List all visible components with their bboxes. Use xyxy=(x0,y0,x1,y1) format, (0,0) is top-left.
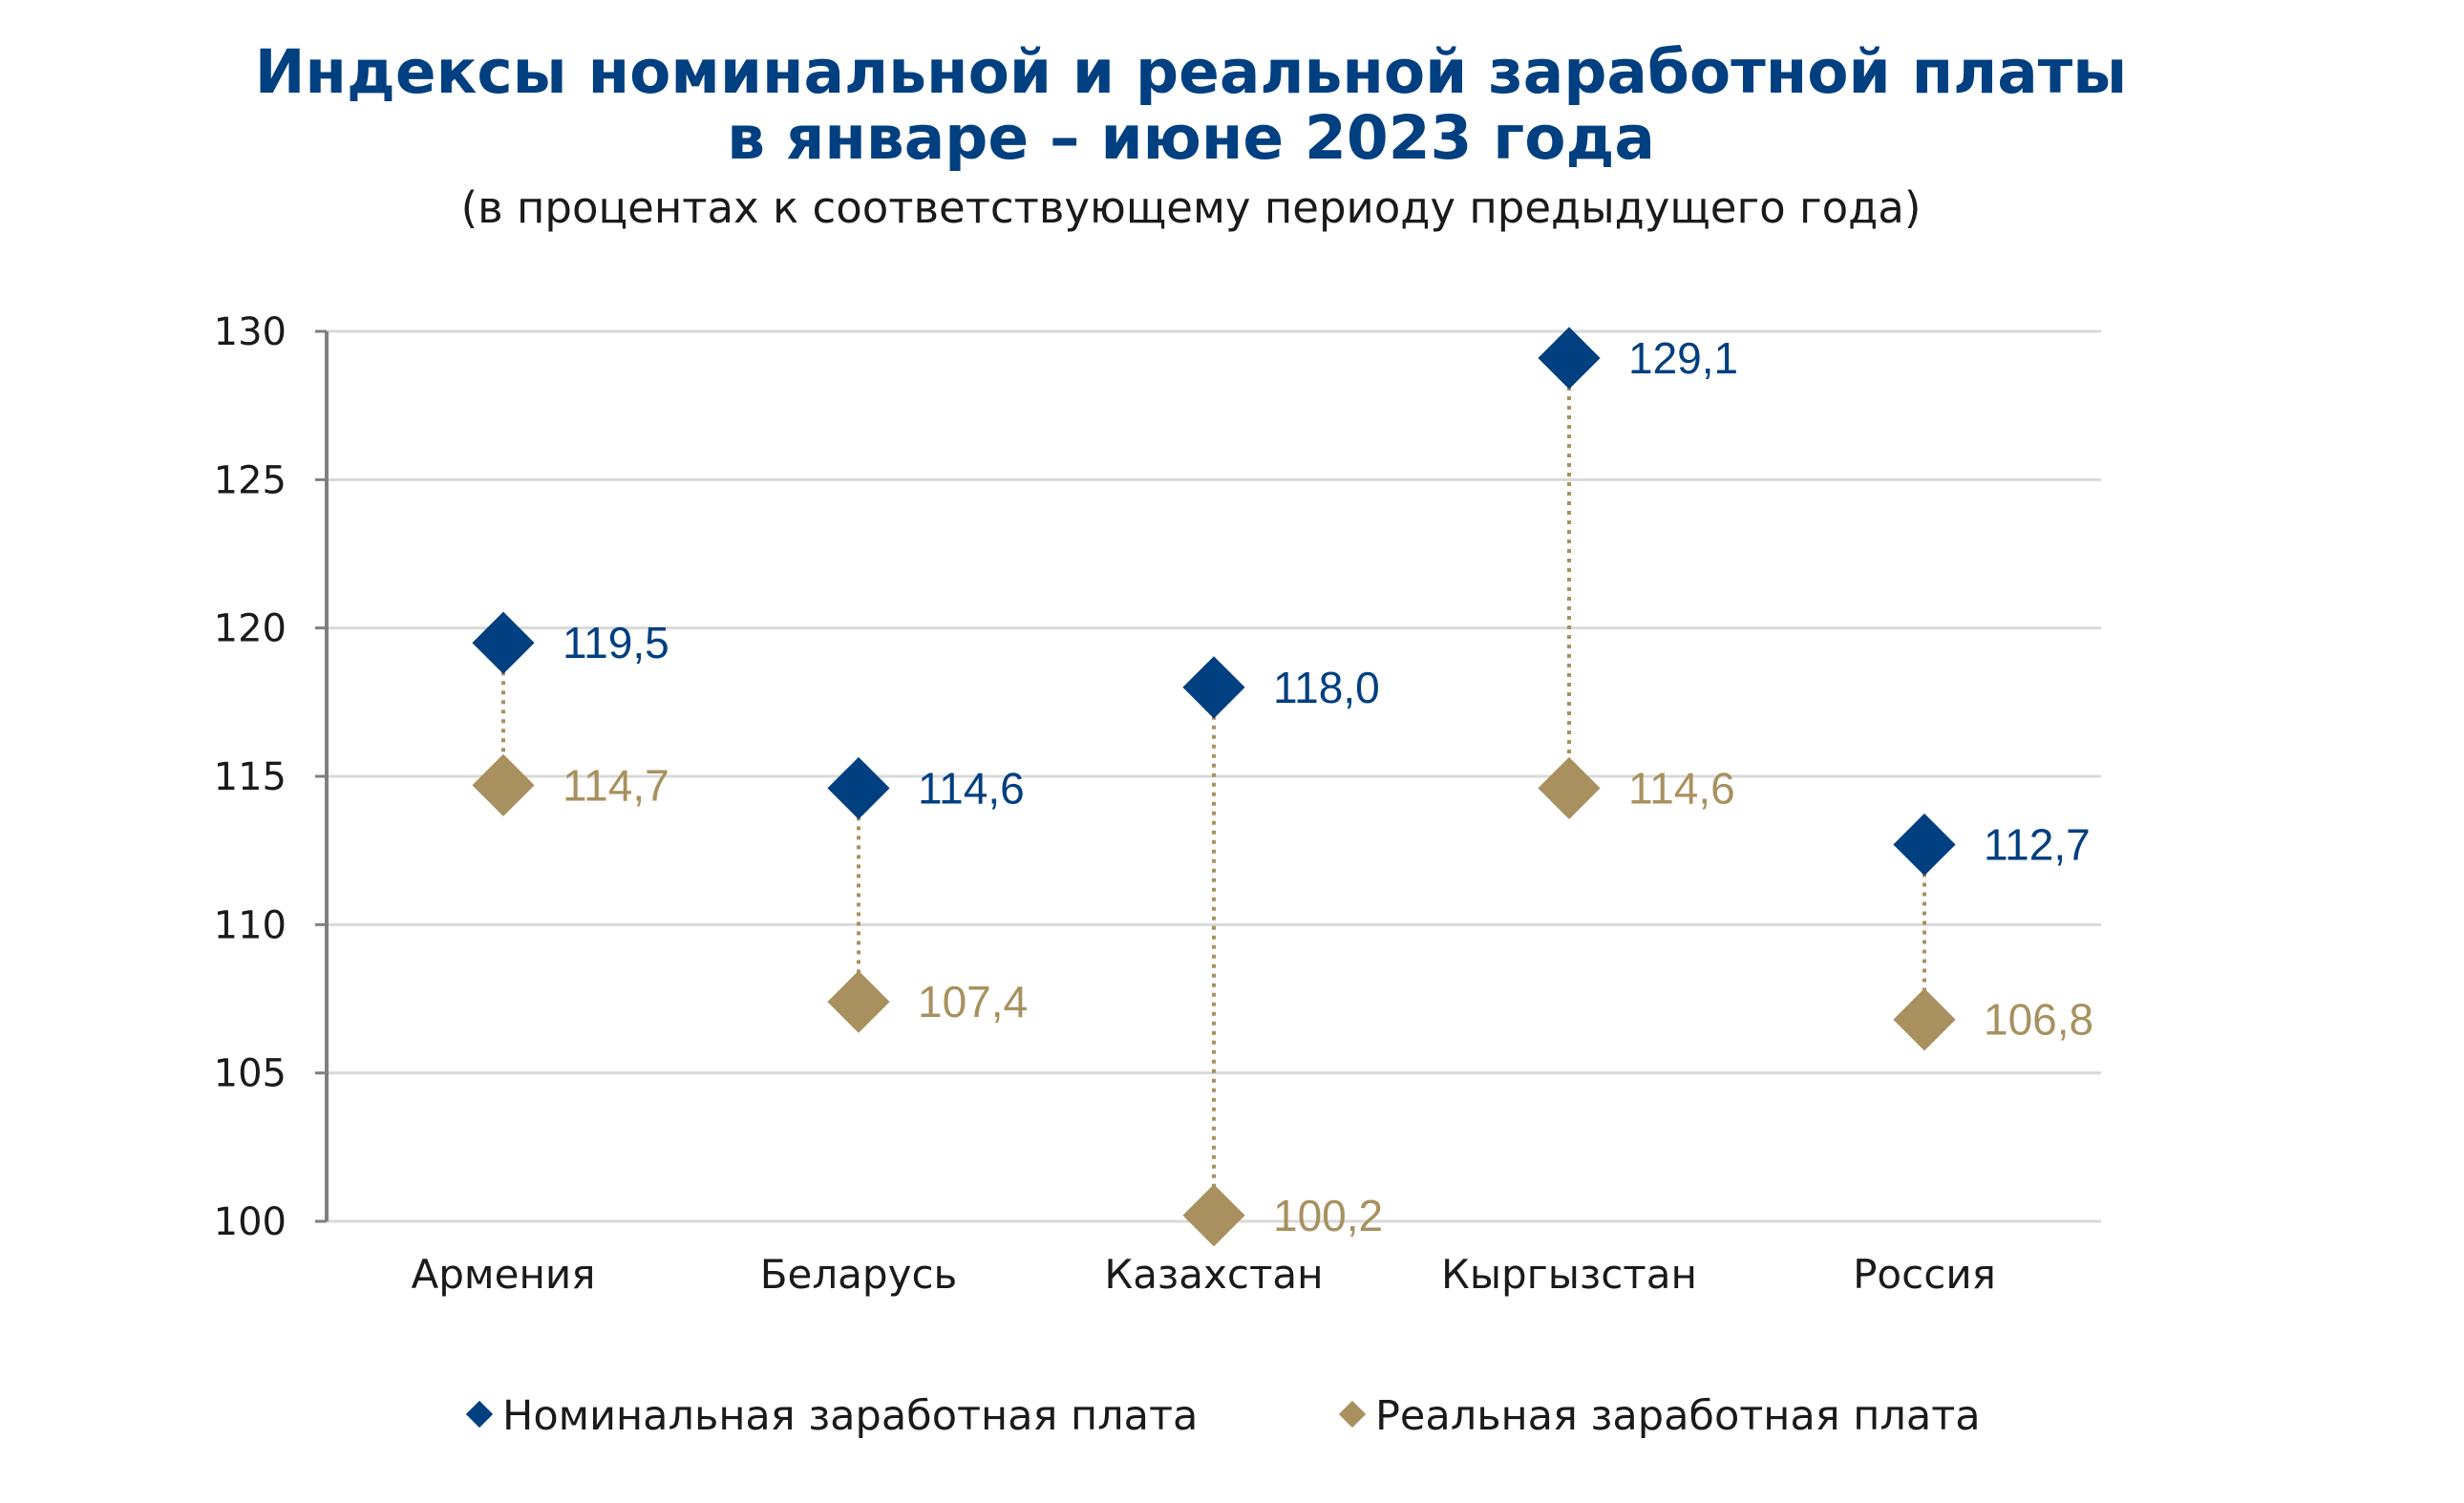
y-tick-label-105: 105 xyxy=(214,1052,287,1096)
marker-real-3 xyxy=(1538,756,1601,820)
data-label-nominal-0: 119,5 xyxy=(563,618,669,667)
marker-nominal-3 xyxy=(1538,327,1601,390)
chart-subtitle: (в процентах к соответствующему периоду … xyxy=(461,182,1922,233)
data-label-real-0: 114,7 xyxy=(563,760,669,810)
label-layer: 119,5 114,6 118,0 129,1 112,7 114,7 107,4 100,2… xyxy=(563,333,2093,1240)
legend-swatch-real xyxy=(1338,1400,1367,1429)
x-category-label-3: Кыргызстан xyxy=(1441,1251,1697,1298)
x-category-label-1: Беларусь xyxy=(760,1251,958,1298)
y-tick-label-125: 125 xyxy=(214,458,287,502)
data-label-nominal-1: 114,6 xyxy=(918,763,1025,813)
y-tick-label-115: 115 xyxy=(214,755,287,799)
legend: Номинальная заработная плата Реальная за… xyxy=(465,1392,1981,1440)
data-label-real-4: 106,8 xyxy=(1984,995,2093,1045)
marker-real-1 xyxy=(827,970,890,1033)
marker-nominal-0 xyxy=(472,611,535,674)
marker-real-2 xyxy=(1182,1184,1245,1247)
data-label-nominal-2: 118,0 xyxy=(1273,663,1380,712)
data-label-nominal-3: 129,1 xyxy=(1628,333,1738,383)
x-category-label-4: Россия xyxy=(1853,1251,1996,1298)
y-tick-label-110: 110 xyxy=(214,903,287,947)
grid-layer xyxy=(327,329,2101,1223)
y-tick-label-130: 130 xyxy=(214,310,287,354)
data-label-real-3: 114,6 xyxy=(1628,763,1735,813)
marker-real-4 xyxy=(1893,988,1956,1051)
marker-nominal-2 xyxy=(1182,656,1245,719)
marker-nominal-4 xyxy=(1893,813,1956,877)
data-label-real-1: 107,4 xyxy=(918,977,1028,1027)
data-label-real-2: 100,2 xyxy=(1273,1191,1383,1240)
axis-layer: 100 105 110 115 120 125 130 Армения Беларусь Каза… xyxy=(214,310,1996,1298)
legend-swatch-nominal xyxy=(465,1400,494,1429)
x-category-label-0: Армения xyxy=(412,1251,596,1298)
legend-label-nominal: Номинальная заработная плата xyxy=(502,1392,1198,1440)
legend-item-nominal: Номинальная заработная плата xyxy=(465,1392,1198,1440)
chart-title-line1: Индексы номинальной и реальной заработно… xyxy=(255,37,2128,107)
legend-item-real: Реальная заработная плата xyxy=(1338,1392,1981,1440)
y-tick-label-120: 120 xyxy=(214,607,287,651)
data-label-nominal-4: 112,7 xyxy=(1984,819,2091,869)
x-category-label-2: Казахстан xyxy=(1104,1251,1323,1298)
chart-title-line2: в январе – июне 2023 года xyxy=(727,103,1655,173)
marker-real-0 xyxy=(472,753,535,816)
marker-nominal-1 xyxy=(827,756,890,820)
y-tick-label-100: 100 xyxy=(214,1200,287,1244)
legend-label-real: Реальная заработная плата xyxy=(1375,1392,1981,1440)
